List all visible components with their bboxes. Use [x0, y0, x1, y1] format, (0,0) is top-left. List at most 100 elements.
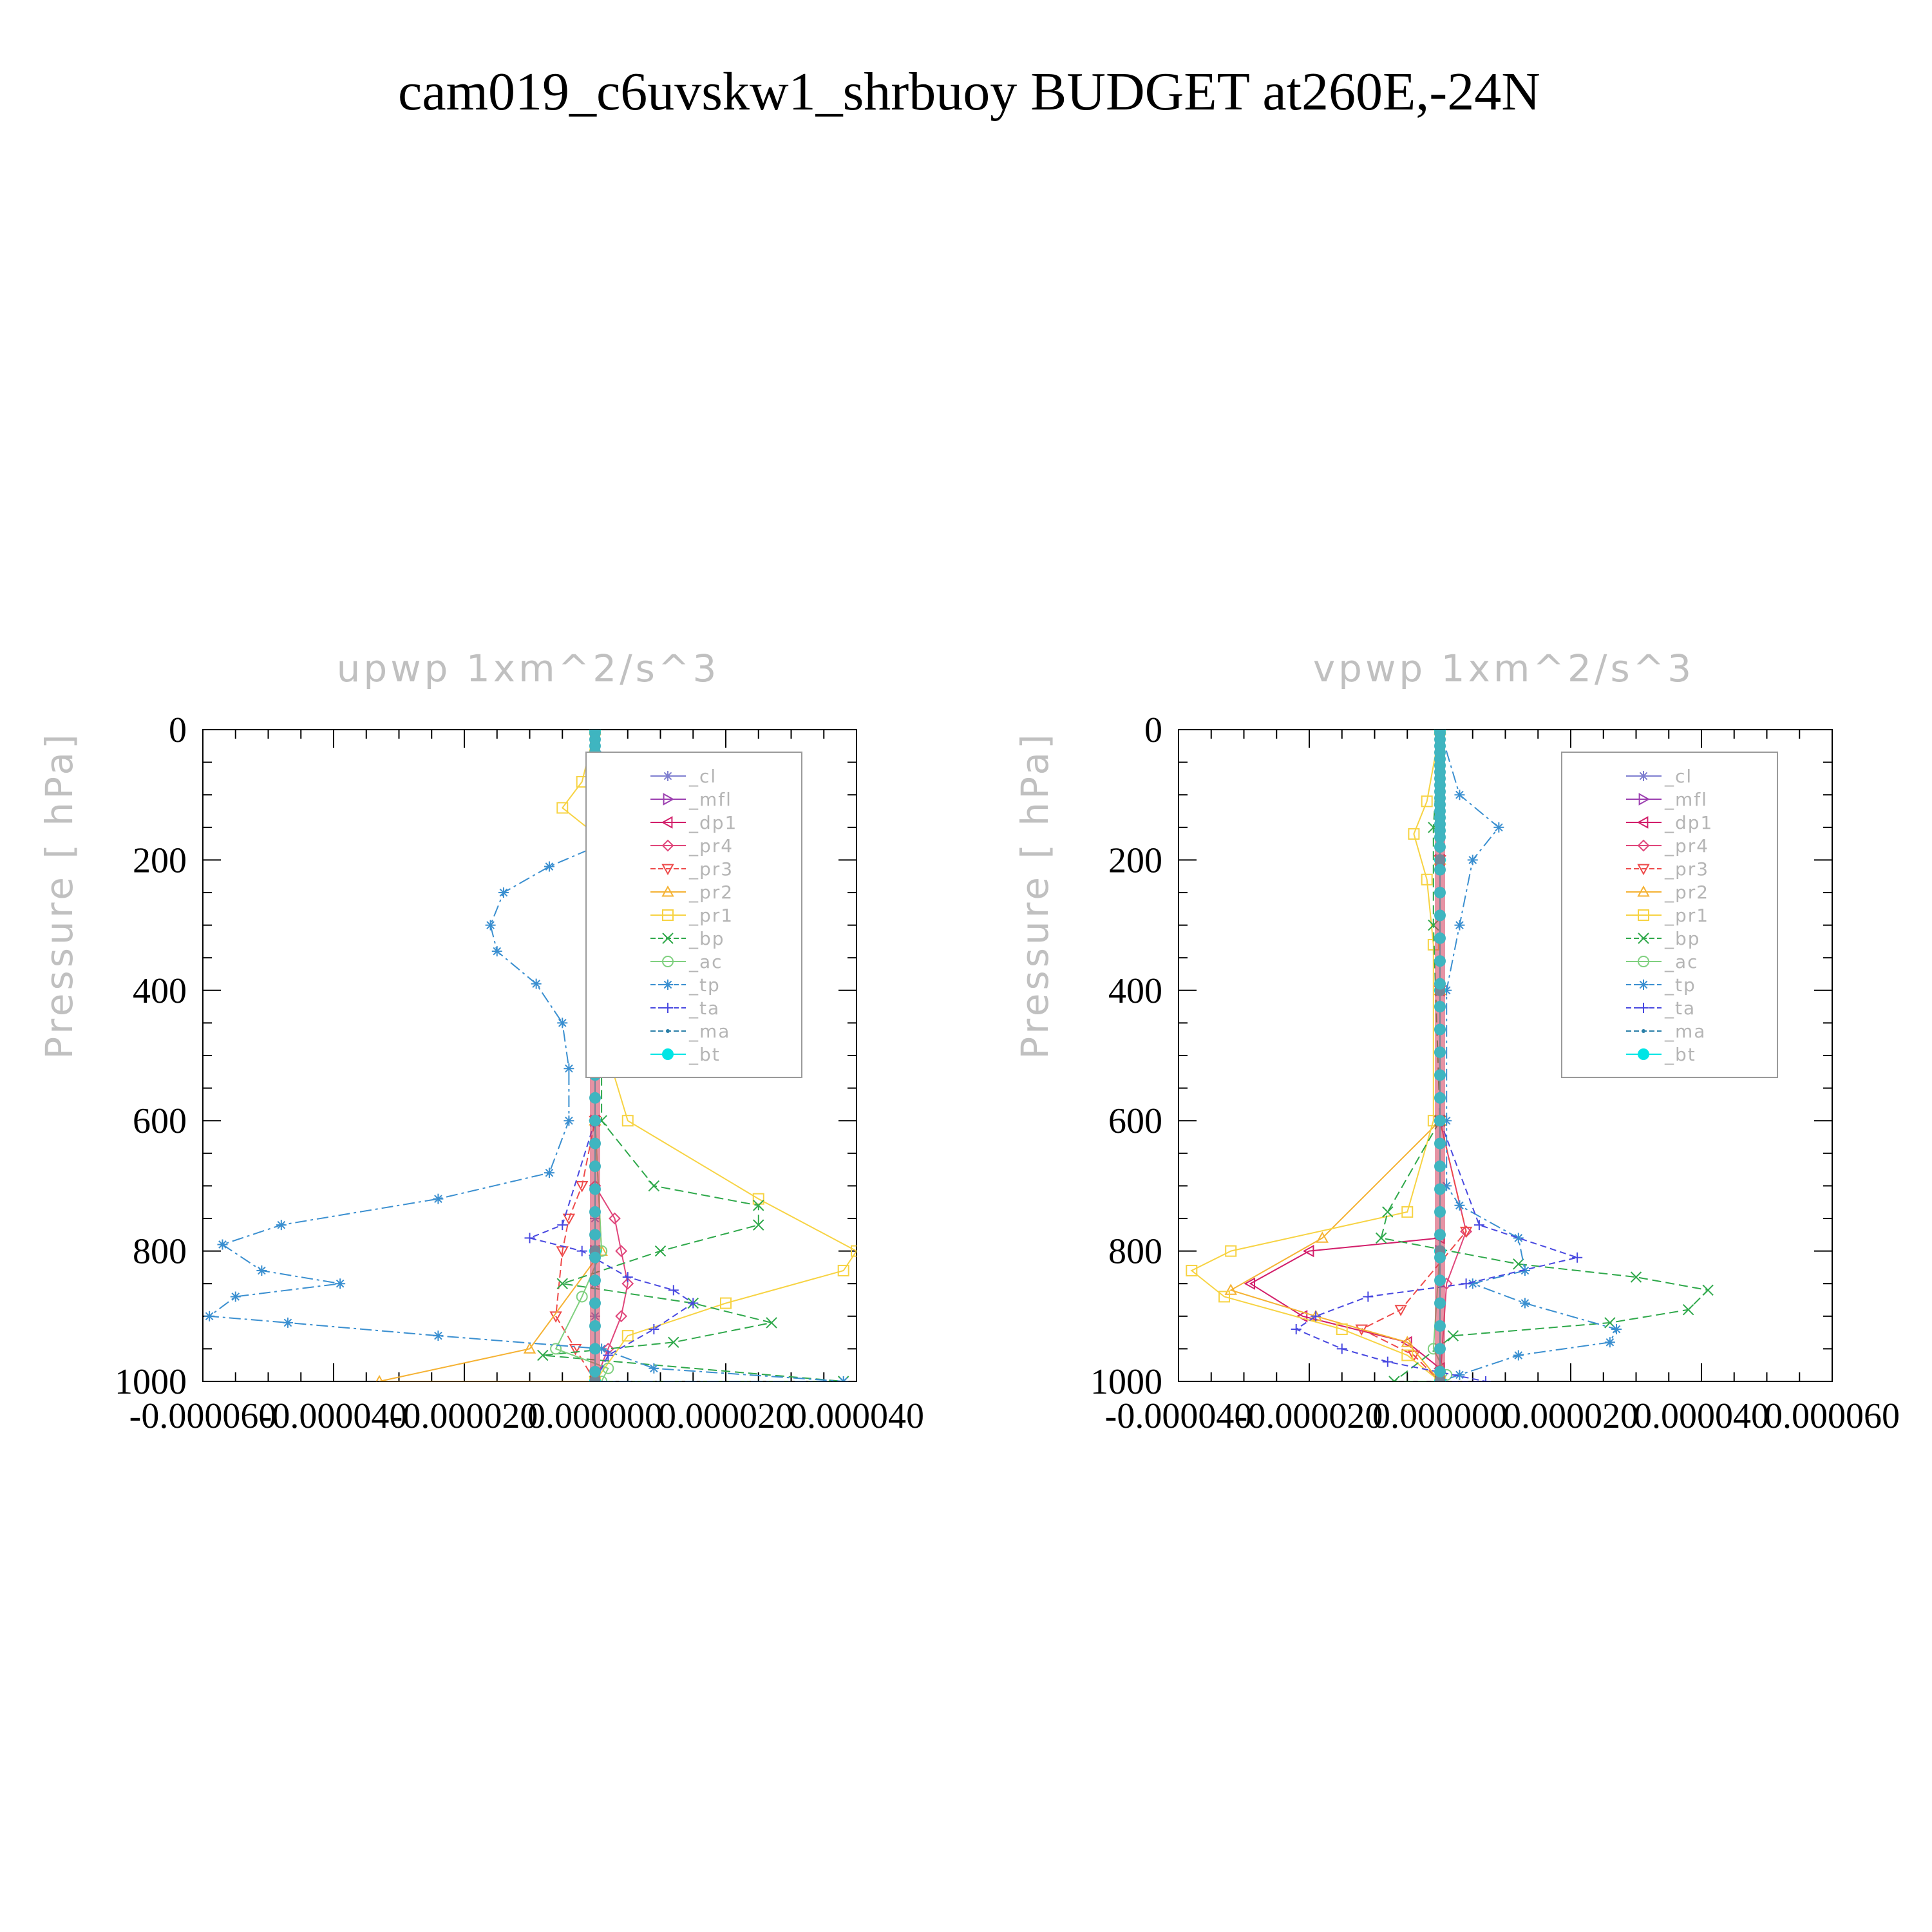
- data-point: [1302, 1244, 1314, 1258]
- y-tick-label: 800: [1108, 1232, 1162, 1272]
- data-point: [1363, 1291, 1374, 1302]
- data-point: [603, 1350, 614, 1361]
- legend-label: _pr1: [688, 905, 734, 926]
- data-point: [621, 1330, 634, 1342]
- data-point: [1513, 1350, 1524, 1361]
- data-point: [1513, 1233, 1524, 1244]
- data-point: [1441, 985, 1452, 996]
- data-point: [556, 1278, 568, 1289]
- legend-marker: [1642, 1029, 1645, 1033]
- legend-label: _tp: [1664, 974, 1696, 996]
- data-point: [335, 1278, 346, 1289]
- legend-marker: [1637, 839, 1650, 852]
- data-point: [491, 946, 502, 957]
- data-point: [1461, 1278, 1472, 1289]
- series-pr2: [375, 730, 608, 1381]
- data-point: [1441, 1115, 1452, 1126]
- legend-label: _cl: [688, 766, 717, 787]
- zero-marker: [589, 1365, 601, 1378]
- data-point: [596, 1343, 607, 1354]
- legend-item-pr4: _pr4: [650, 835, 732, 857]
- data-point: [720, 1297, 732, 1309]
- zero-marker: [1434, 1023, 1446, 1036]
- data-point: [544, 1168, 554, 1179]
- data-point: [1388, 1376, 1400, 1381]
- data-point: [1682, 1303, 1694, 1316]
- x-tick-label: 0.000020: [1503, 1396, 1638, 1436]
- data-point: [375, 1374, 383, 1381]
- data-point: [1311, 1311, 1321, 1321]
- legend-label: _bp: [688, 928, 725, 949]
- legend-marker: [661, 864, 674, 876]
- data-point: [649, 1363, 659, 1374]
- legend-item-pr4: _pr4: [1626, 835, 1708, 857]
- data-point: [1572, 1252, 1583, 1263]
- data-point: [557, 1018, 568, 1028]
- data-point: [1459, 1226, 1473, 1238]
- data-point: [1218, 1291, 1231, 1303]
- legend-label: _ta: [688, 998, 720, 1019]
- legend-box: [1561, 752, 1778, 1078]
- zero-marker: [1434, 1137, 1446, 1150]
- zero-marker: [1434, 1046, 1446, 1058]
- zero-marker: [1434, 1365, 1446, 1378]
- legend-item-pr1: _pr1: [1626, 905, 1708, 926]
- zero-marker: [589, 1274, 601, 1287]
- data-point: [1336, 1343, 1347, 1354]
- x-tick-label: 0.000000: [527, 1396, 663, 1436]
- legend-item-pr1: _pr1: [650, 905, 734, 926]
- legend-marker: [663, 771, 673, 781]
- legend-label: _mfl: [1664, 789, 1708, 810]
- data-point: [523, 1342, 536, 1354]
- legend-marker: [662, 933, 674, 944]
- data-point: [1408, 828, 1420, 840]
- zero-marker: [1434, 1251, 1446, 1264]
- legend-label: _ma: [688, 1021, 730, 1042]
- data-point: [256, 1265, 267, 1276]
- data-point: [576, 1181, 589, 1193]
- data-point: [622, 1272, 633, 1283]
- data-point: [556, 1246, 569, 1258]
- data-point: [1493, 822, 1504, 833]
- legend-label: _pr3: [688, 858, 734, 880]
- zero-marker: [589, 1251, 601, 1264]
- series-line: [555, 730, 596, 1381]
- chart-title: upwp 1xm^2/s^3: [337, 647, 720, 690]
- legend-marker: [662, 909, 674, 921]
- y-tick-label: 1000: [115, 1362, 187, 1402]
- series-pr1: [1186, 730, 1446, 1381]
- legend-item-ta: _ta: [650, 998, 720, 1019]
- data-point: [1467, 1278, 1478, 1289]
- x-tick-label: 0.000040: [789, 1396, 924, 1436]
- legend-item-pr3: _pr3: [650, 858, 734, 880]
- data-point: [564, 1063, 574, 1074]
- legend-label: _bt: [1664, 1044, 1696, 1065]
- legend-marker: [1638, 956, 1649, 967]
- legend-marker: [662, 1048, 674, 1060]
- data-point: [1407, 1350, 1421, 1362]
- chart-panel-vpwp: vpwp 1xm^2/s^3 Pressure [ hPa] 0 200 400 60…: [1013, 647, 1900, 1436]
- data-point: [1382, 1356, 1393, 1367]
- y-tick-label: 200: [133, 840, 187, 880]
- zero-marker: [589, 1297, 601, 1309]
- data-point: [230, 1291, 241, 1302]
- data-point: [217, 1239, 228, 1250]
- zero-marker: [1434, 932, 1446, 944]
- data-point: [753, 1200, 764, 1211]
- data-point: [576, 1291, 588, 1303]
- data-point: [1611, 1324, 1622, 1335]
- zero-marker: [1434, 1229, 1446, 1241]
- data-point: [1454, 1369, 1465, 1380]
- x-tick-label: -0.000040: [260, 1396, 408, 1436]
- data-point: [564, 1115, 574, 1126]
- data-point: [668, 1285, 679, 1296]
- series-line: [1249, 730, 1441, 1381]
- zero-marker: [589, 1160, 601, 1173]
- zero-marker: [1434, 1343, 1446, 1355]
- data-point: [1467, 855, 1478, 866]
- legend-item-pr2: _pr2: [1626, 882, 1708, 903]
- legend-item-ac: _ac: [650, 951, 722, 972]
- zero-marker: [1434, 1069, 1446, 1081]
- legend-label: _dp1: [688, 812, 737, 833]
- series-pr3: [1355, 730, 1473, 1381]
